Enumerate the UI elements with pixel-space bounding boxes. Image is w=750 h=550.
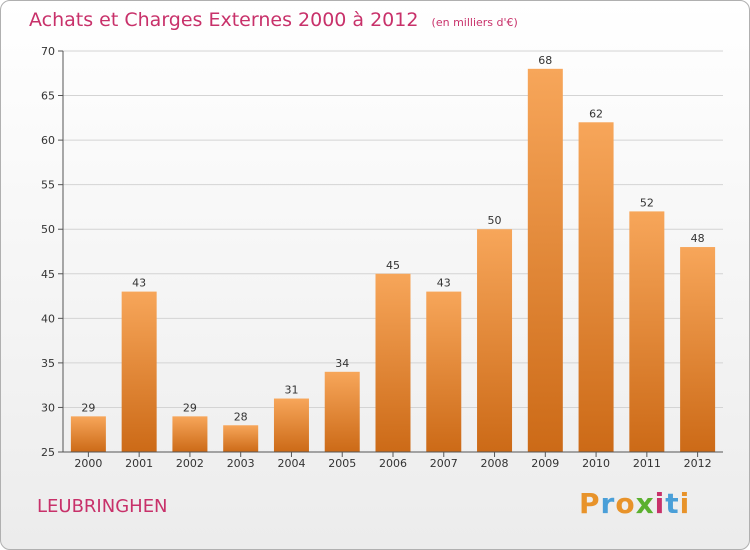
x-tick-label-2004: 2004 (277, 457, 305, 470)
bar-2005 (324, 371, 360, 452)
logo-letter: P (579, 487, 601, 520)
value-label-2007: 43 (437, 277, 451, 290)
bar-2007 (426, 291, 462, 452)
axes: 25 30 35 40 45 50 55 60 65 70 2000 2001 2002 2003 2004… (41, 45, 723, 470)
y-tick-label: 65 (41, 90, 55, 103)
y-tick-label: 25 (41, 446, 55, 459)
x-tick-label-2005: 2005 (328, 457, 356, 470)
logo-letter: i (679, 487, 691, 520)
y-tick-label: 70 (41, 45, 55, 58)
value-label-2009: 68 (538, 54, 552, 67)
chart-title-row: Achats et Charges Externes 2000 à 2012 (… (29, 9, 518, 31)
bar-2002 (172, 416, 208, 452)
x-tick-label-2006: 2006 (379, 457, 407, 470)
x-tick-label-2011: 2011 (633, 457, 661, 470)
bar-2008 (477, 229, 513, 452)
logo-letter: t (665, 487, 680, 520)
logo-letter: o (615, 487, 636, 520)
x-tick-label-2012: 2012 (684, 457, 712, 470)
y-tick-label: 50 (41, 223, 55, 236)
bars (70, 68, 716, 453)
bar-2004 (273, 398, 309, 452)
bar-2009 (527, 68, 563, 453)
x-tick-label-2000: 2000 (74, 457, 102, 470)
x-tick-label-2009: 2009 (531, 457, 559, 470)
value-label-2002: 29 (183, 401, 197, 414)
value-label-2008: 50 (488, 214, 502, 227)
bar-2010 (578, 122, 614, 453)
chart-title: Achats et Charges Externes 2000 à 2012 (29, 9, 419, 31)
bar-2006 (375, 273, 411, 452)
value-label-2001: 43 (132, 277, 146, 290)
bar-2000 (70, 416, 106, 452)
x-tick-label-2008: 2008 (481, 457, 509, 470)
value-label-2010: 62 (589, 107, 603, 120)
value-label-2004: 31 (284, 384, 298, 397)
proxiti-logo: Proxiti (579, 487, 690, 520)
x-tick-label-2007: 2007 (430, 457, 458, 470)
bar-2001 (121, 291, 157, 452)
town-name: LEUBRINGHEN (37, 496, 168, 517)
value-label-2005: 34 (335, 357, 349, 370)
value-label-2000: 29 (81, 401, 95, 414)
logo-letter: r (600, 487, 616, 520)
y-tick-label: 45 (41, 268, 55, 281)
bar-2011 (629, 211, 665, 452)
y-tick-label: 60 (41, 134, 55, 147)
bar-2012 (680, 247, 716, 452)
logo-letter: x (635, 487, 655, 520)
y-tick-label: 35 (41, 357, 55, 370)
value-label-2011: 52 (640, 196, 654, 209)
y-tick-label: 40 (41, 312, 55, 325)
value-labels: 29 43 29 28 31 34 45 43 50 68 62 52 48 (81, 54, 704, 423)
chart-subtitle: (en milliers d'€) (431, 16, 518, 29)
value-label-2006: 45 (386, 259, 400, 272)
x-tick-label-2003: 2003 (227, 457, 255, 470)
x-tick-label-2002: 2002 (176, 457, 204, 470)
logo-letter: i (654, 487, 666, 520)
value-label-2003: 28 (234, 410, 248, 423)
y-tick-label: 55 (41, 179, 55, 192)
x-tick-label-2010: 2010 (582, 457, 610, 470)
x-tick-label-2001: 2001 (125, 457, 153, 470)
value-label-2012: 48 (691, 232, 705, 245)
bar-2003 (223, 425, 259, 452)
y-tick-label: 30 (41, 401, 55, 414)
